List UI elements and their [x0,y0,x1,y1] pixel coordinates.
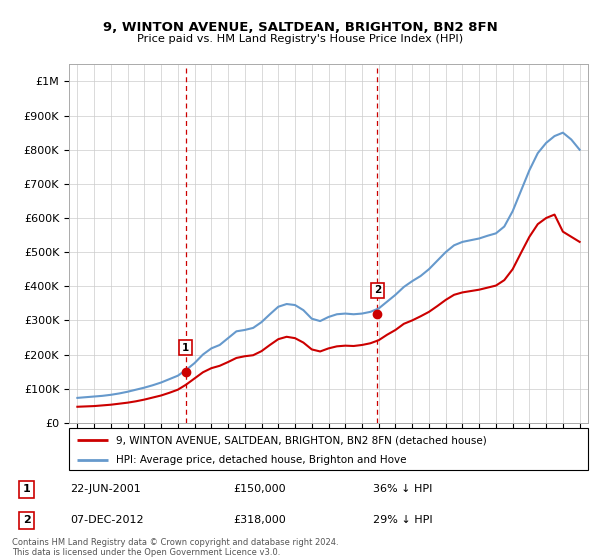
Text: 9, WINTON AVENUE, SALTDEAN, BRIGHTON, BN2 8FN (detached house): 9, WINTON AVENUE, SALTDEAN, BRIGHTON, BN… [116,435,487,445]
FancyBboxPatch shape [69,428,588,470]
Text: 22-JUN-2001: 22-JUN-2001 [70,484,141,494]
Text: Contains HM Land Registry data © Crown copyright and database right 2024.
This d: Contains HM Land Registry data © Crown c… [12,538,338,557]
Text: HPI: Average price, detached house, Brighton and Hove: HPI: Average price, detached house, Brig… [116,455,406,465]
Text: 9, WINTON AVENUE, SALTDEAN, BRIGHTON, BN2 8FN: 9, WINTON AVENUE, SALTDEAN, BRIGHTON, BN… [103,21,497,34]
Text: £150,000: £150,000 [233,484,286,494]
Text: 2: 2 [23,515,31,525]
Text: 1: 1 [23,484,31,494]
Text: 29% ↓ HPI: 29% ↓ HPI [373,515,433,525]
Text: 2: 2 [374,286,381,296]
Text: 07-DEC-2012: 07-DEC-2012 [70,515,144,525]
Text: 1: 1 [182,343,190,353]
Text: £318,000: £318,000 [233,515,286,525]
Text: Price paid vs. HM Land Registry's House Price Index (HPI): Price paid vs. HM Land Registry's House … [137,34,463,44]
Text: 36% ↓ HPI: 36% ↓ HPI [373,484,432,494]
